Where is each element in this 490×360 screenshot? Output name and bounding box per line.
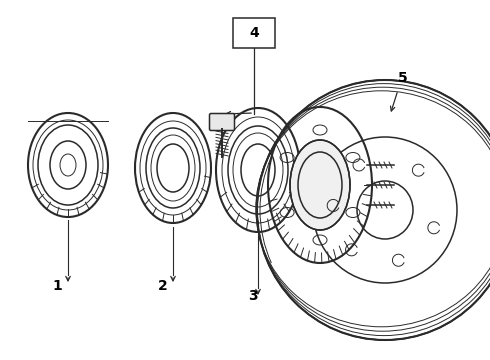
Text: 2: 2 <box>158 279 168 293</box>
Text: 5: 5 <box>398 71 408 85</box>
Text: 1: 1 <box>52 279 62 293</box>
Text: 3: 3 <box>248 289 258 303</box>
Text: 4: 4 <box>249 26 259 40</box>
Ellipse shape <box>290 140 350 230</box>
FancyBboxPatch shape <box>210 113 235 130</box>
